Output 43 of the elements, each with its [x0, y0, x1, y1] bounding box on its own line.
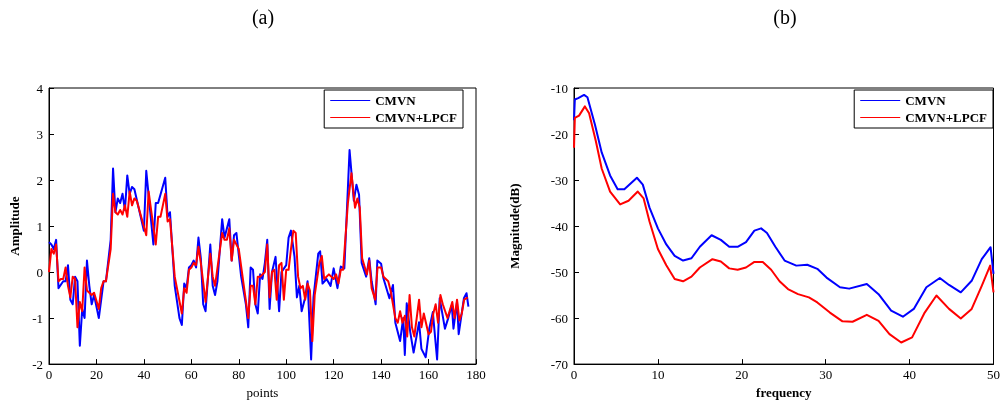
line-series [573, 105, 995, 344]
y-tick-label: -60 [550, 310, 568, 326]
y-tick-label: 4 [36, 80, 44, 96]
legend-label: CMVN [905, 93, 947, 108]
y-tick-label: -70 [550, 356, 568, 372]
y-tick-label: -10 [550, 80, 568, 96]
legend-label: CMVN [375, 93, 417, 108]
line-series [48, 149, 470, 361]
y-axis-title: Magnitude(dB) [507, 183, 522, 269]
y-tick-label: -1 [32, 310, 43, 326]
x-tick-label: 160 [418, 367, 439, 383]
x-tick-label: 40 [903, 367, 917, 383]
x-tick-label: 10 [651, 367, 665, 383]
x-tick-label: 30 [819, 367, 833, 383]
y-tick-label: 0 [36, 264, 43, 280]
chart-title: (a) [251, 6, 275, 29]
y-tick-label: -2 [32, 356, 43, 372]
x-tick-label: 180 [466, 367, 486, 383]
y-tick-label: 3 [36, 126, 43, 142]
y-tick-label: -50 [550, 264, 568, 280]
y-tick-label: -40 [550, 218, 568, 234]
x-tick-label: 0 [570, 367, 578, 383]
y-axis-title: Amplitude [7, 196, 22, 256]
x-tick-label: 20 [735, 367, 749, 383]
x-tick-label: 100 [276, 367, 296, 383]
x-tick-label: 50 [987, 367, 1000, 383]
x-tick-label: 120 [323, 367, 344, 383]
line-series [48, 172, 469, 343]
y-tick-label: -20 [550, 126, 568, 142]
x-axis-title: points [246, 385, 279, 400]
x-tick-label: 80 [232, 367, 246, 383]
x-tick-label: 60 [184, 367, 198, 383]
legend-label: CMVN+LPCF [375, 110, 458, 125]
x-axis-title: frequency [756, 385, 812, 400]
x-tick-label: 140 [371, 367, 391, 383]
chart-title: (b) [773, 6, 797, 29]
line-series [573, 93, 995, 318]
x-tick-label: 20 [89, 367, 103, 383]
legend-label: CMVN+LPCF [905, 110, 988, 125]
y-tick-label: 2 [36, 172, 43, 188]
x-tick-label: 40 [137, 367, 151, 383]
y-tick-label: 1 [36, 218, 43, 234]
y-tick-label: -30 [550, 172, 568, 188]
